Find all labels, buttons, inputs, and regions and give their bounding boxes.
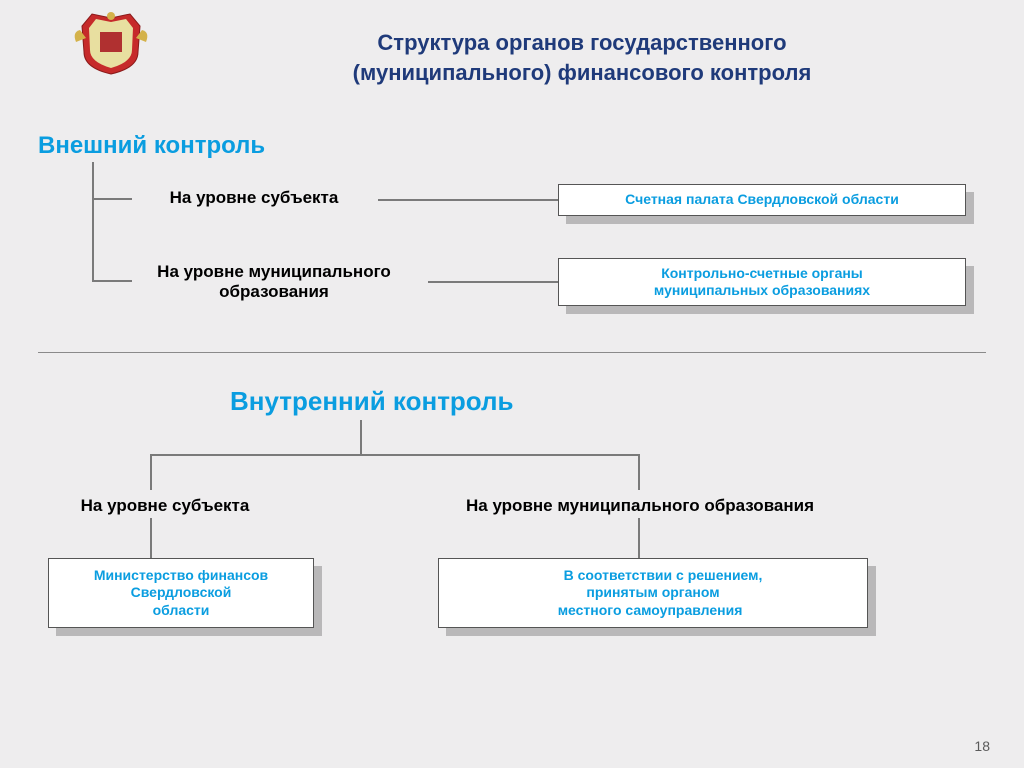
external-box-municipal-bodies: Контрольно-счетные органы муниципальных …	[558, 258, 966, 306]
title-line-1: Структура органов государственного	[377, 30, 786, 55]
internal-heading: Внутренний контроль	[230, 386, 514, 417]
connector	[638, 454, 640, 490]
connector	[360, 420, 362, 456]
coat-of-arms-icon	[70, 12, 152, 81]
external-level-subject: На уровне субъекта	[134, 188, 374, 208]
external-box-chamber: Счетная палата Свердловской области	[558, 184, 966, 216]
connector	[92, 198, 132, 200]
title-line-2: (муниципального) финансового контроля	[353, 60, 812, 85]
external-heading: Внешний контроль	[38, 132, 265, 160]
internal-level-subject: На уровне субъекта	[60, 496, 270, 516]
connector	[150, 454, 640, 456]
page-title: Структура органов государственного (муни…	[200, 28, 964, 87]
connector	[378, 199, 558, 201]
external-level-municipal: На уровне муниципального образования	[124, 262, 424, 303]
internal-box-ministry: Министерство финансов Свердловской облас…	[48, 558, 314, 628]
connector	[428, 281, 558, 283]
page-number: 18	[974, 738, 990, 754]
connector	[92, 162, 94, 282]
divider	[38, 352, 986, 353]
connector	[150, 454, 152, 490]
internal-box-local-decision: В соответствии с решением, принятым орга…	[438, 558, 868, 628]
internal-level-municipal: На уровне муниципального образования	[430, 496, 850, 516]
connector	[638, 518, 640, 558]
connector	[150, 518, 152, 558]
